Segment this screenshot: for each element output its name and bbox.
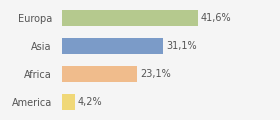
Text: 31,1%: 31,1%	[166, 41, 197, 51]
Text: 23,1%: 23,1%	[140, 69, 171, 79]
Bar	[62, 94, 75, 111]
Text: 41,6%: 41,6%	[200, 13, 231, 23]
Text: 4,2%: 4,2%	[78, 97, 102, 107]
Bar	[62, 66, 137, 82]
Bar	[62, 9, 198, 26]
Bar	[62, 38, 164, 54]
